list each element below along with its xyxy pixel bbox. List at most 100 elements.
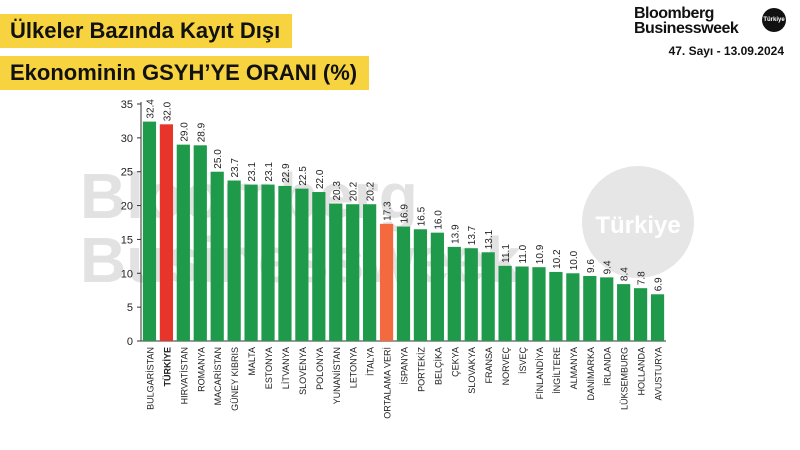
bar	[413, 229, 428, 341]
value-label: 7.8	[637, 271, 648, 285]
bar	[633, 288, 648, 341]
category-label: İRLANDA	[603, 347, 613, 386]
bar	[532, 267, 546, 341]
category-label: İSVEÇ	[518, 347, 528, 375]
value-label: 13.1	[484, 229, 495, 249]
y-tick-label: 20	[121, 201, 133, 213]
title-line-2: Ekonominin GSYH’YE ORANI (%)	[0, 56, 370, 90]
bar	[227, 180, 241, 341]
bar	[312, 192, 326, 341]
y-tick-label: 15	[121, 234, 133, 246]
bar	[193, 145, 207, 341]
value-label: 11.0	[518, 244, 529, 263]
value-label: 9.6	[586, 259, 597, 273]
value-label: 22.5	[298, 166, 309, 186]
value-label: 6.9	[654, 277, 665, 291]
value-label: 8.4	[620, 267, 631, 281]
brand-badge: Türkiye	[762, 8, 786, 32]
category-label: HIRVATİSTAN	[179, 347, 189, 404]
category-label: GÜNEY KIBRIS	[230, 347, 240, 411]
value-label: 10.2	[552, 249, 563, 269]
bar	[566, 273, 580, 341]
category-label: TÜRKİYE	[162, 347, 172, 387]
bar	[617, 284, 631, 341]
category-label: FRANSA	[484, 347, 494, 384]
value-label: 25.0	[213, 149, 224, 169]
value-label: 23.1	[264, 162, 275, 182]
bar	[363, 204, 377, 341]
value-label: 32.4	[145, 99, 156, 119]
title-line-1: Ülkeler Bazında Kayıt Dışı	[0, 14, 293, 48]
y-tick-label: 25	[121, 167, 133, 179]
value-label: 29.0	[179, 122, 190, 142]
category-label: PORTEKİZ	[416, 346, 426, 391]
category-label: LÜKSEMBURG	[620, 347, 630, 410]
bar	[447, 246, 461, 341]
bar	[295, 188, 309, 341]
bar	[600, 277, 614, 341]
watermark-badge-text: Türkiye	[595, 212, 680, 239]
value-label: 11.1	[501, 244, 512, 263]
category-label: İSPANYA	[400, 347, 410, 385]
category-label: SLOVAKYA	[467, 347, 477, 394]
bar	[329, 203, 343, 341]
category-label: İNGİLTERE	[552, 347, 562, 394]
value-label: 22.0	[315, 169, 326, 189]
value-label: 13.7	[467, 225, 478, 245]
y-tick-label: 10	[121, 268, 133, 280]
bar	[176, 144, 190, 341]
bar	[244, 184, 258, 341]
bar	[583, 275, 597, 341]
value-label: 32.0	[162, 101, 173, 121]
category-label: YUNANİSTAN	[332, 347, 342, 404]
bar	[278, 185, 292, 341]
category-label: MACARİSTAN	[213, 347, 223, 405]
bar	[210, 171, 224, 341]
brand-logo: Bloomberg Businessweek	[634, 5, 739, 37]
value-label: 20.2	[349, 181, 360, 201]
bar	[396, 226, 411, 341]
category-label: AVUSTURYA	[654, 347, 664, 401]
brand-line-2: Businessweek	[634, 20, 739, 37]
watermark-badge-circle	[582, 166, 694, 278]
bar	[379, 223, 394, 341]
category-label: İTALYA	[366, 347, 376, 376]
category-label: BULGARİSTAN	[145, 347, 155, 410]
bar	[159, 124, 174, 341]
bar	[261, 184, 275, 341]
bar	[481, 252, 495, 341]
category-label: ESTONYA	[264, 347, 274, 389]
category-label: ALMANYA	[569, 347, 579, 389]
category-label: ÇEKYA	[450, 347, 460, 377]
value-label: 28.9	[196, 122, 207, 142]
value-label: 22.9	[281, 163, 292, 183]
category-label: LİTVANYA	[281, 347, 291, 389]
y-tick-label: 5	[127, 302, 133, 314]
category-label: ORTALAMA VERİ	[383, 347, 393, 419]
bar	[464, 248, 478, 341]
value-label: 16.0	[433, 210, 444, 230]
bar	[142, 121, 157, 341]
issue-date: 47. Sayı - 13.09.2024	[668, 44, 784, 58]
value-label: 23.7	[230, 158, 241, 178]
category-label: MALTA	[247, 347, 257, 376]
value-label: 20.2	[366, 181, 377, 201]
labels: 32.4 BULGARİSTAN 32.0 TÜRKİYE 29.0 HIRVATİSTA…	[145, 99, 664, 419]
value-label: 13.9	[450, 224, 461, 244]
value-label: 20.3	[332, 181, 343, 201]
value-label: 10.0	[569, 250, 580, 270]
value-label: 9.4	[603, 260, 614, 274]
bar	[430, 232, 444, 341]
brand-line-1: Bloomberg	[634, 5, 714, 22]
category-label: DANİMARKA	[586, 347, 596, 401]
category-label: NORVEÇ	[501, 347, 511, 386]
category-label: ROMANYA	[196, 347, 206, 392]
category-label: POLONYA	[315, 347, 325, 390]
value-label: 17.3	[383, 201, 394, 221]
category-label: LETONYA	[349, 347, 359, 388]
category-label: FİNLANDİYA	[535, 347, 545, 399]
category-label: HOLLANDA	[637, 347, 647, 396]
value-label: 23.1	[247, 162, 258, 182]
value-label: 16.9	[400, 204, 411, 224]
